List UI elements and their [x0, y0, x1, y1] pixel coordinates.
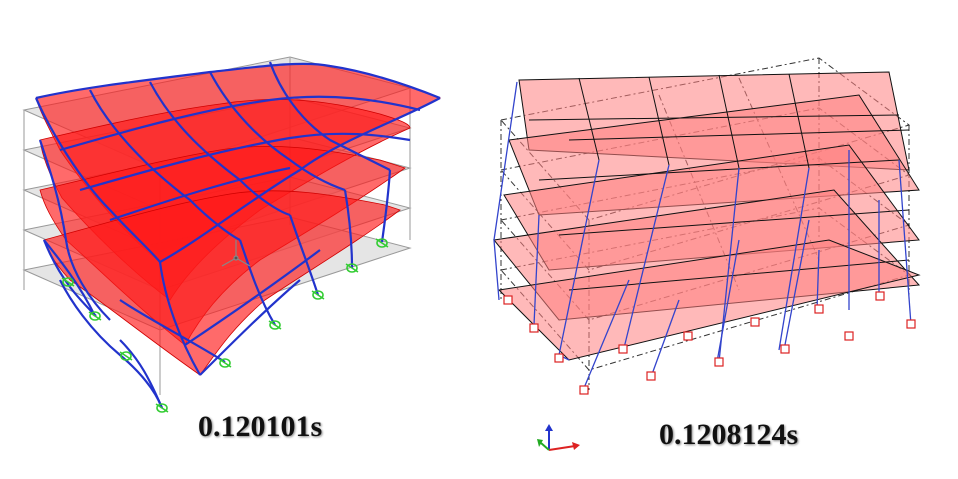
support-icon [579, 385, 589, 395]
support-icon [618, 344, 628, 354]
support-icon [906, 319, 916, 329]
support-icon [155, 403, 169, 413]
support-icon [345, 263, 359, 273]
support-icon [218, 358, 232, 368]
global-axis-triad [537, 424, 580, 451]
support-icon [119, 351, 133, 361]
support-icon [844, 331, 854, 341]
support-icon [646, 371, 656, 381]
support-icon [88, 311, 102, 321]
left-model-panel: 0.120101s [0, 0, 470, 479]
left-period-label: 0.120101s [198, 410, 323, 443]
deformed-slabs [35, 63, 441, 376]
left-deformed-frame-diagram [22, 56, 441, 413]
right-model-panel: 0.1208124s [479, 0, 958, 479]
frame-grid-lines [528, 73, 910, 291]
support-icon [780, 344, 790, 354]
pinned-supports [503, 291, 916, 395]
support-icon [875, 291, 885, 301]
support-icon [375, 238, 389, 248]
brace-lines [493, 81, 912, 389]
support-icon [683, 331, 693, 341]
support-icon [503, 295, 513, 305]
deformed-slabs [493, 71, 921, 361]
support-icon [750, 317, 760, 327]
right-period-label: 0.1208124s [659, 418, 799, 451]
deformed-frame-lines [34, 61, 441, 409]
support-icon [268, 320, 282, 330]
support-icon [554, 353, 564, 363]
support-icon [529, 323, 539, 333]
fixed-supports [61, 238, 389, 413]
right-deformed-frame-diagram [493, 57, 921, 395]
axis-triad-icon [537, 424, 580, 451]
support-icon [61, 277, 75, 287]
support-icon [814, 304, 824, 314]
local-axis-icon [221, 240, 251, 267]
support-icon [311, 290, 325, 300]
support-icon [714, 357, 724, 367]
